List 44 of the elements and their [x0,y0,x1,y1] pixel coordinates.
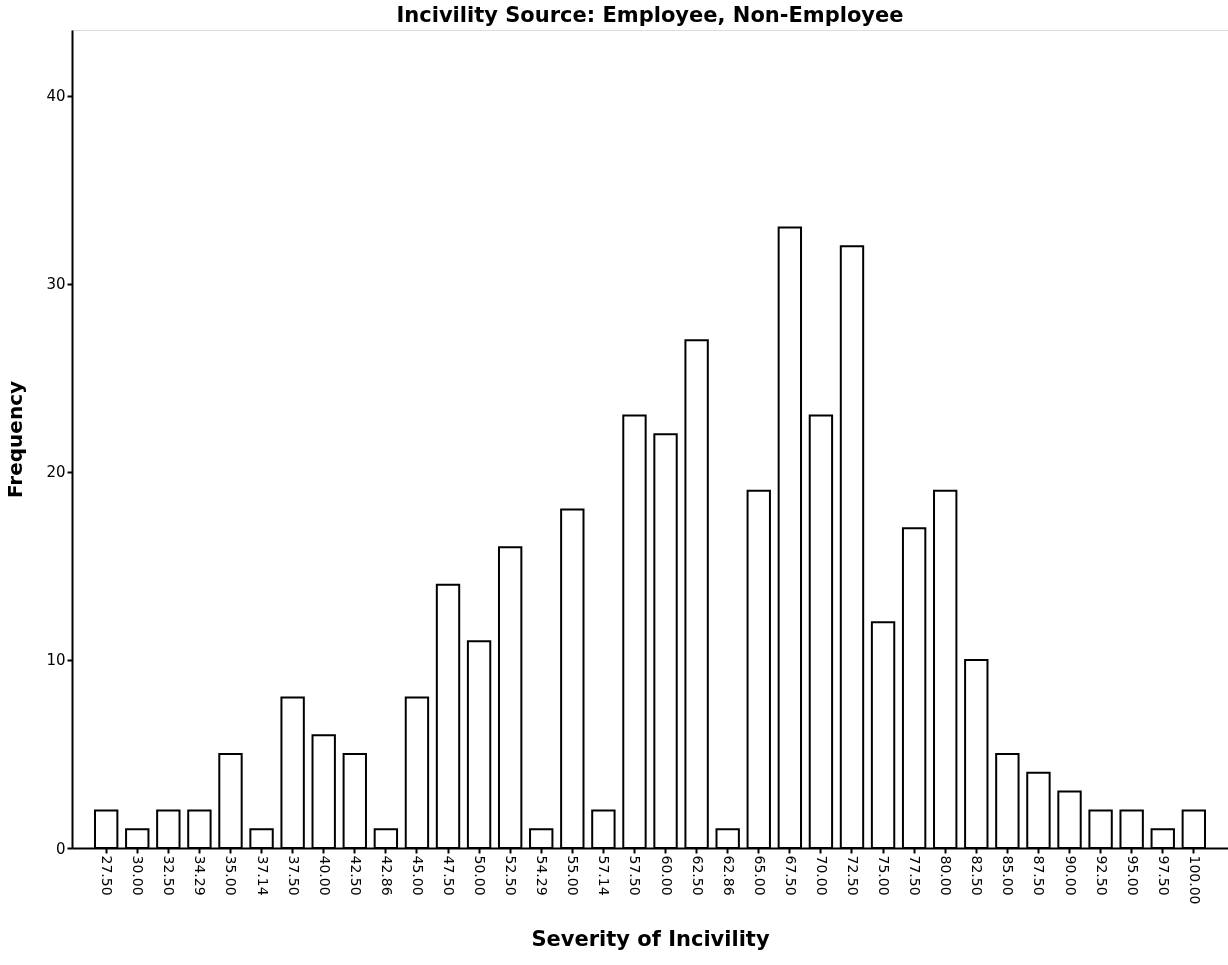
x-tick-label: 95.00 [1124,855,1141,896]
x-tick-label: 54.29 [534,855,551,896]
x-tick-label: 77.50 [907,855,924,896]
x-tick-label: 47.50 [441,855,458,896]
y-tick-label: 30 [46,275,66,294]
x-tick-label: 100.00 [1186,855,1203,905]
x-tick-label: 52.50 [503,855,520,896]
x-tick-label: 97.50 [1155,855,1172,896]
x-tick-label: 37.14 [254,855,271,896]
x-tick-label: 42.86 [378,855,395,896]
x-tick-label: 34.29 [192,855,209,896]
x-tick-label: 55.00 [565,855,582,896]
x-tick-label: 30.00 [130,855,147,896]
chart-title: Incivility Source: Employee, Non-Employee [396,3,904,27]
x-tick-label: 57.14 [596,855,613,896]
x-tick-label: 40.00 [316,855,333,896]
x-tick-label: 90.00 [1062,855,1079,896]
y-tick-label: 20 [46,463,66,482]
x-tick-label: 37.50 [285,855,302,896]
x-tick-label: 60.00 [658,855,675,896]
x-axis-title: Severity of Incivility [531,927,770,952]
x-tick-label: 27.50 [99,855,116,896]
y-tick-label: 0 [55,839,66,858]
y-tick-label: 40 [46,87,66,106]
x-tick-label: 70.00 [813,855,830,896]
x-tick-label: 82.50 [969,855,986,896]
x-tick-label: 57.50 [627,855,644,896]
x-tick-label: 42.50 [347,855,364,896]
x-tick-label: 50.00 [472,855,489,896]
x-tick-label: 85.00 [1000,855,1017,896]
y-tick-label: 10 [46,651,66,670]
x-tick-label: 62.86 [720,855,737,896]
x-tick-label: 80.00 [938,855,955,896]
x-tick-label: 35.00 [223,855,240,896]
x-tick-label: 32.50 [161,855,178,896]
x-tick-label: 67.50 [782,855,799,896]
x-tick-label: 45.00 [409,855,426,896]
x-tick-label: 72.50 [844,855,861,896]
x-tick-label: 62.50 [689,855,706,896]
x-tick-label: 87.50 [1031,855,1048,896]
x-tick-label: 65.00 [751,855,768,896]
y-axis-title: Frequency [3,380,28,499]
x-tick-label: 92.50 [1093,855,1110,896]
x-tick-label: 75.00 [876,855,893,896]
